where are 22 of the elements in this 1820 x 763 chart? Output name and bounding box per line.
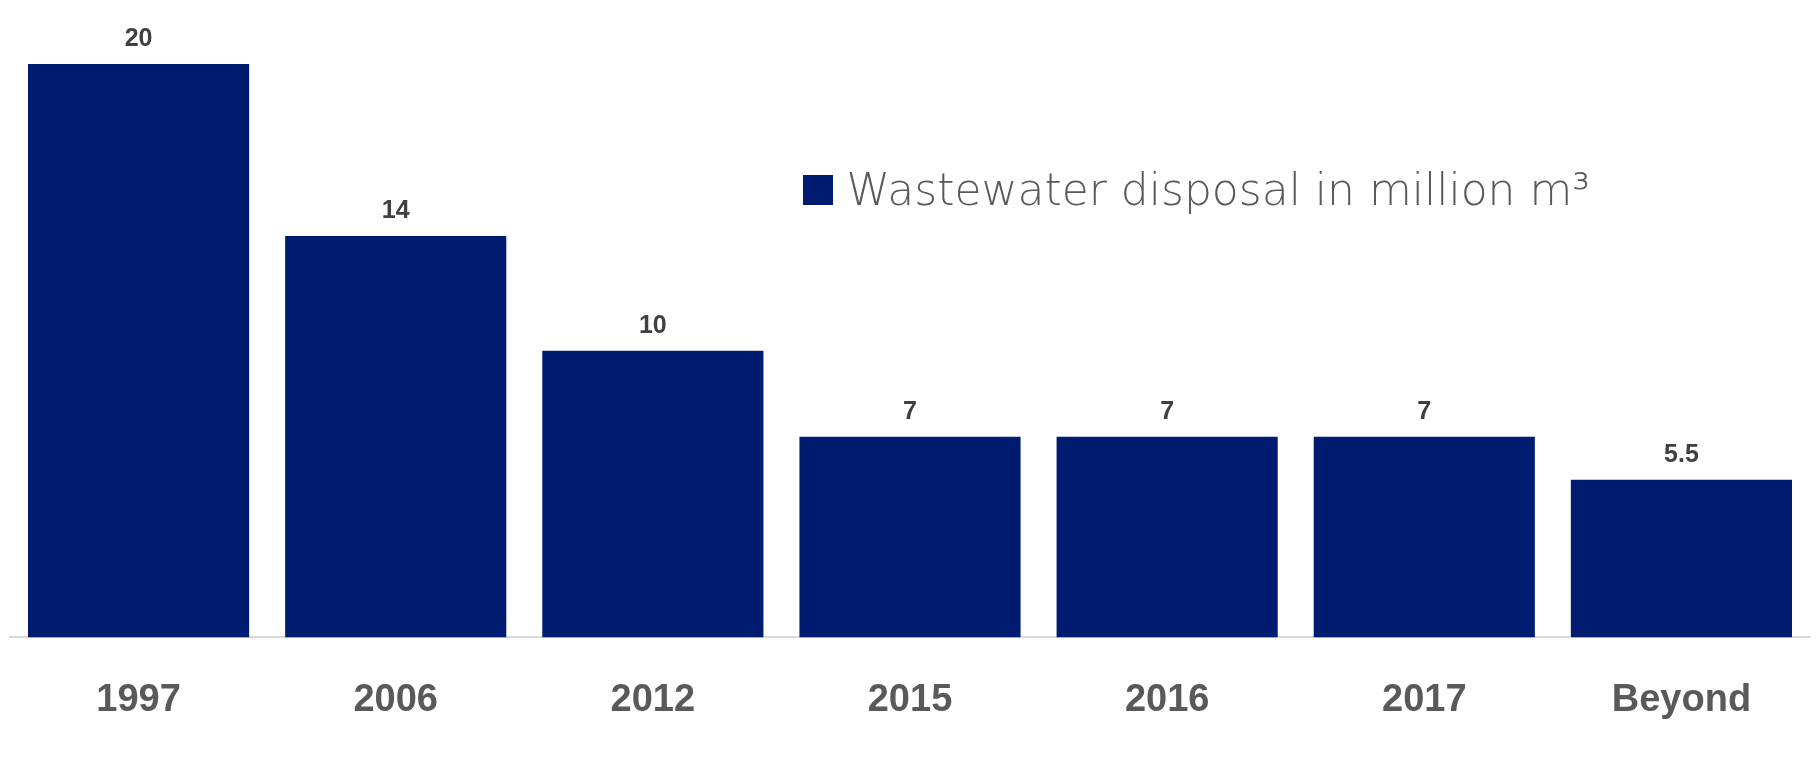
x-tick-label: 2012 — [610, 676, 696, 719]
bar — [1056, 436, 1278, 638]
x-tick-label: Beyond — [1611, 676, 1752, 719]
x-tick-label: 2006 — [353, 676, 438, 719]
x-tick-label: 1997 — [96, 676, 181, 719]
x-tick-label: 2017 — [1382, 676, 1467, 719]
data-label: 10 — [638, 310, 667, 339]
bar — [28, 64, 250, 638]
data-label: 14 — [381, 195, 410, 224]
x-tick-label: 2015 — [867, 676, 953, 719]
x-tick-label: 2016 — [1124, 676, 1210, 719]
data-label: 5.5 — [1664, 439, 1699, 468]
data-label: 7 — [903, 396, 917, 425]
data-label: 7 — [1417, 396, 1432, 425]
bar — [1570, 479, 1792, 638]
data-label: 7 — [1160, 396, 1175, 425]
data-label: 20 — [124, 23, 153, 52]
bar — [542, 350, 764, 638]
legend-label: Wastewater disposal in million m³ — [846, 164, 1590, 215]
bar — [285, 236, 507, 638]
bar — [799, 436, 1021, 638]
bar — [1313, 436, 1535, 638]
